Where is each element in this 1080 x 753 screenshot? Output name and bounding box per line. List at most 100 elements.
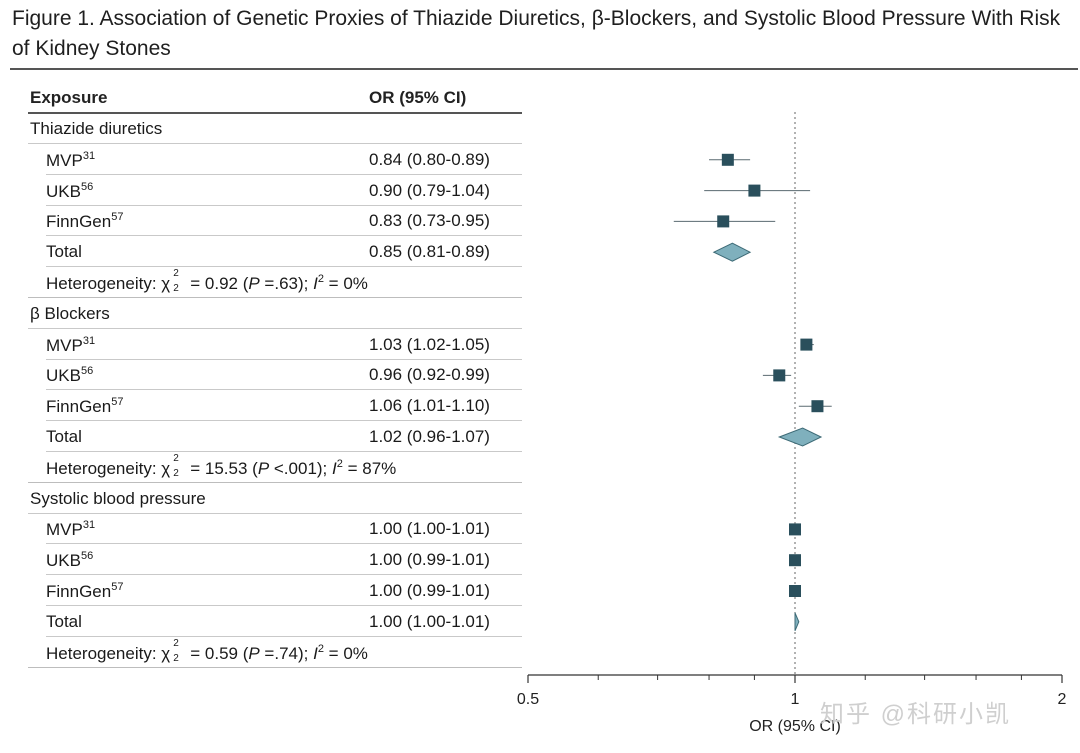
study-reference: 57: [111, 396, 124, 409]
row-divider: [46, 605, 522, 606]
point-estimate: [811, 400, 824, 413]
study-row: MVP31 1.00 (1.00-1.01): [28, 514, 522, 545]
point-estimate: [721, 153, 734, 166]
figure-title: Figure 1. Association of Genetic Proxies…: [12, 7, 1061, 60]
study-label: UKB56: [46, 550, 93, 571]
heterogeneity-row: Heterogeneity: χ 2 2 = 0.59 (P =.74); I2 = …: [28, 638, 522, 668]
watermark: 知乎 @科研小凯: [820, 701, 1012, 728]
study-reference: 31: [82, 334, 96, 347]
point-estimate: [748, 184, 761, 197]
row-divider: [46, 451, 522, 452]
study-or-value: 0.84 (0.80-0.89): [369, 149, 490, 169]
row-divider: [46, 543, 522, 545]
row-divider: [46, 420, 522, 422]
chi-sub: 2: [173, 283, 179, 294]
row-divider: [28, 327, 522, 329]
study-reference: 56: [80, 180, 94, 193]
study-or-value: 0.96 (0.92-0.99): [369, 365, 490, 385]
row-divider: [46, 235, 522, 237]
i-squared-sup: 2: [336, 457, 343, 470]
study-or-value: 1.00 (1.00-1.01): [369, 519, 490, 539]
study-row: UKB56 1.00 (0.99-1.01): [28, 545, 522, 576]
title-divider: [10, 68, 1078, 70]
total-row: Total 1.00 (1.00-1.01): [28, 607, 522, 637]
point-estimate: [773, 369, 786, 382]
row-divider: [28, 297, 522, 298]
tick-label: 2: [1058, 691, 1067, 708]
row-divider: [28, 143, 522, 144]
study-reference: 31: [82, 149, 96, 162]
i-squared-value: = 0%: [323, 274, 368, 293]
study-name: FinnGen: [46, 582, 112, 601]
pooled-diamond: [712, 242, 752, 262]
point-estimate: [800, 338, 813, 351]
total-row: Total 0.85 (0.81-0.89): [28, 237, 522, 268]
chi-value: = 0.92 (: [190, 274, 249, 293]
p-value: =.63);: [259, 274, 314, 293]
chi-sup: 2: [173, 452, 179, 464]
heterogeneity-row: Heterogeneity: χ 2 2 = 15.53 (P <.001); I2 …: [28, 453, 522, 483]
study-name: MVP: [46, 335, 83, 355]
exposure-column-header: Exposure: [30, 88, 108, 107]
study-row: FinnGen57 0.83 (0.73-0.95): [28, 206, 522, 237]
row-divider: [46, 635, 522, 637]
het-prefix: Heterogeneity:: [46, 643, 162, 663]
row-divider: [46, 389, 522, 391]
p-symbol: P: [248, 643, 260, 663]
study-row: FinnGen57 1.00 (0.99-1.01): [28, 576, 522, 606]
study-label: UKB56: [46, 181, 93, 202]
het-prefix: Heterogeneity:: [46, 274, 162, 293]
study-reference: 57: [111, 581, 124, 593]
p-symbol: P: [257, 458, 270, 478]
total-or-value: 1.00 (1.00-1.01): [369, 611, 490, 631]
study-label: MVP31: [46, 150, 95, 171]
row-divider: [46, 358, 522, 360]
tick-label: 0.5: [517, 691, 539, 708]
row-divider: [46, 574, 522, 576]
i-squared-sup: 2: [317, 642, 324, 655]
point-estimate: [789, 585, 801, 597]
pooled-diamond: [794, 612, 800, 631]
p-symbol: P: [248, 274, 260, 293]
chi-sub: 2: [173, 467, 179, 479]
i-squared-sup: 2: [317, 273, 324, 285]
group-label: Systolic blood pressure: [30, 488, 206, 508]
heterogeneity-row: Heterogeneity: χ 2 2 = 0.92 (P =.63); I2 = …: [28, 268, 522, 298]
i-squared-value: = 87%: [342, 458, 397, 478]
row-divider: [46, 266, 522, 268]
study-row: UKB56 0.90 (0.79-1.04): [28, 176, 522, 206]
group-row: Thiazide diuretics: [28, 114, 522, 144]
heterogeneity-text: Heterogeneity: χ 2 2 = 0.59 (P =.74); I2 = …: [46, 638, 368, 664]
chi-sub: 2: [173, 652, 179, 664]
p-value: =.74);: [259, 643, 314, 663]
study-row: UKB56 0.96 (0.92-0.99): [28, 360, 522, 391]
heterogeneity-text: Heterogeneity: χ 2 2 = 15.53 (P <.001); I2 …: [46, 452, 397, 479]
study-or-value: 1.00 (0.99-1.01): [369, 550, 490, 570]
row-divider: [46, 204, 522, 206]
study-row: MVP31 1.03 (1.02-1.05): [28, 330, 522, 360]
het-prefix: Heterogeneity:: [46, 458, 162, 478]
chi-value: = 0.59 (: [190, 643, 249, 663]
total-or-value: 0.85 (0.81-0.89): [369, 242, 490, 262]
i-squared-symbol: I: [313, 643, 318, 663]
study-row: MVP31 0.84 (0.80-0.89): [28, 145, 522, 175]
chi-value: = 15.53 (: [190, 458, 258, 478]
study-label: FinnGen57: [46, 396, 123, 417]
study-reference: 56: [80, 550, 94, 563]
chi-sup: 2: [173, 268, 179, 279]
table-header: Exposure OR (95% CI): [28, 84, 522, 114]
study-row: FinnGen57 1.06 (1.01-1.10): [28, 391, 522, 422]
study-reference: 57: [111, 211, 124, 224]
point-estimate: [789, 523, 801, 536]
study-label: FinnGen57: [46, 211, 123, 232]
study-name: MVP: [46, 150, 83, 170]
total-row: Total 1.02 (0.96-1.07): [28, 422, 522, 452]
total-or-value: 1.02 (0.96-1.07): [369, 427, 490, 446]
row-divider: [28, 666, 522, 668]
total-label: Total: [46, 427, 82, 446]
study-reference: 56: [80, 365, 94, 378]
i-squared-symbol: I: [332, 458, 337, 478]
study-or-value: 0.83 (0.73-0.95): [369, 211, 490, 231]
study-name: UKB: [46, 551, 81, 571]
